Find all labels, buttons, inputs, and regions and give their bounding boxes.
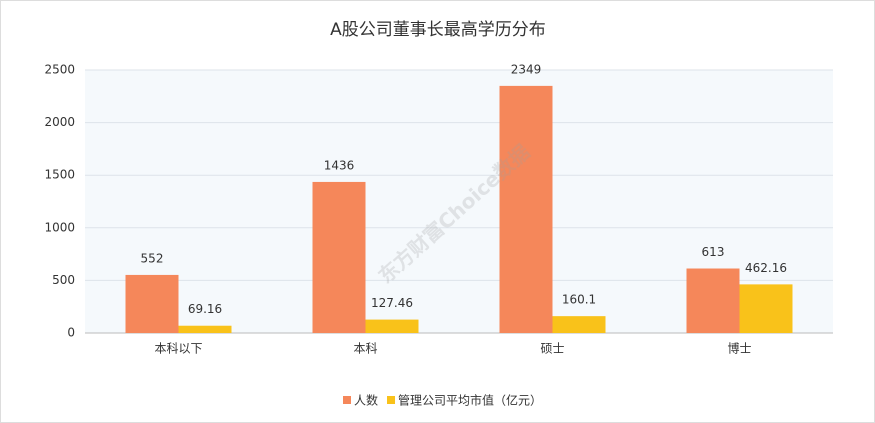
bar [739,284,793,333]
data-label: 462.16 [745,261,787,275]
bar [312,181,366,333]
data-label: 2349 [511,62,542,76]
chart-title: A股公司董事长最高学历分布 [330,20,546,40]
data-label: 613 [702,245,725,259]
x-tick-label: 博士 [727,341,751,356]
x-tick-label: 硕士 [540,342,564,356]
y-tick-label: 1000 [44,220,75,234]
legend-label: 管理公司平均市值（亿元） [398,393,542,408]
bar [552,316,606,333]
data-label: 160.1 [562,293,596,307]
bar [499,85,553,334]
data-label: 127.46 [371,296,413,310]
data-label: 552 [141,251,164,265]
data-label: 69.16 [188,302,222,316]
legend-swatch [387,396,396,404]
y-tick-label: 2000 [44,115,75,129]
x-tick-label: 本科 [353,342,377,356]
bar [178,325,232,333]
bar [686,268,740,333]
y-tick-label: 0 [67,326,75,340]
legend-label: 人数 [354,393,378,408]
legend-swatch [343,396,351,404]
y-tick-label: 1500 [44,168,75,182]
bar [365,319,419,333]
y-tick-label: 500 [52,273,75,287]
y-tick-label: 2500 [44,63,75,77]
bar [125,274,179,333]
data-label: 1436 [324,158,355,172]
x-tick-label: 本科以下 [154,342,202,356]
